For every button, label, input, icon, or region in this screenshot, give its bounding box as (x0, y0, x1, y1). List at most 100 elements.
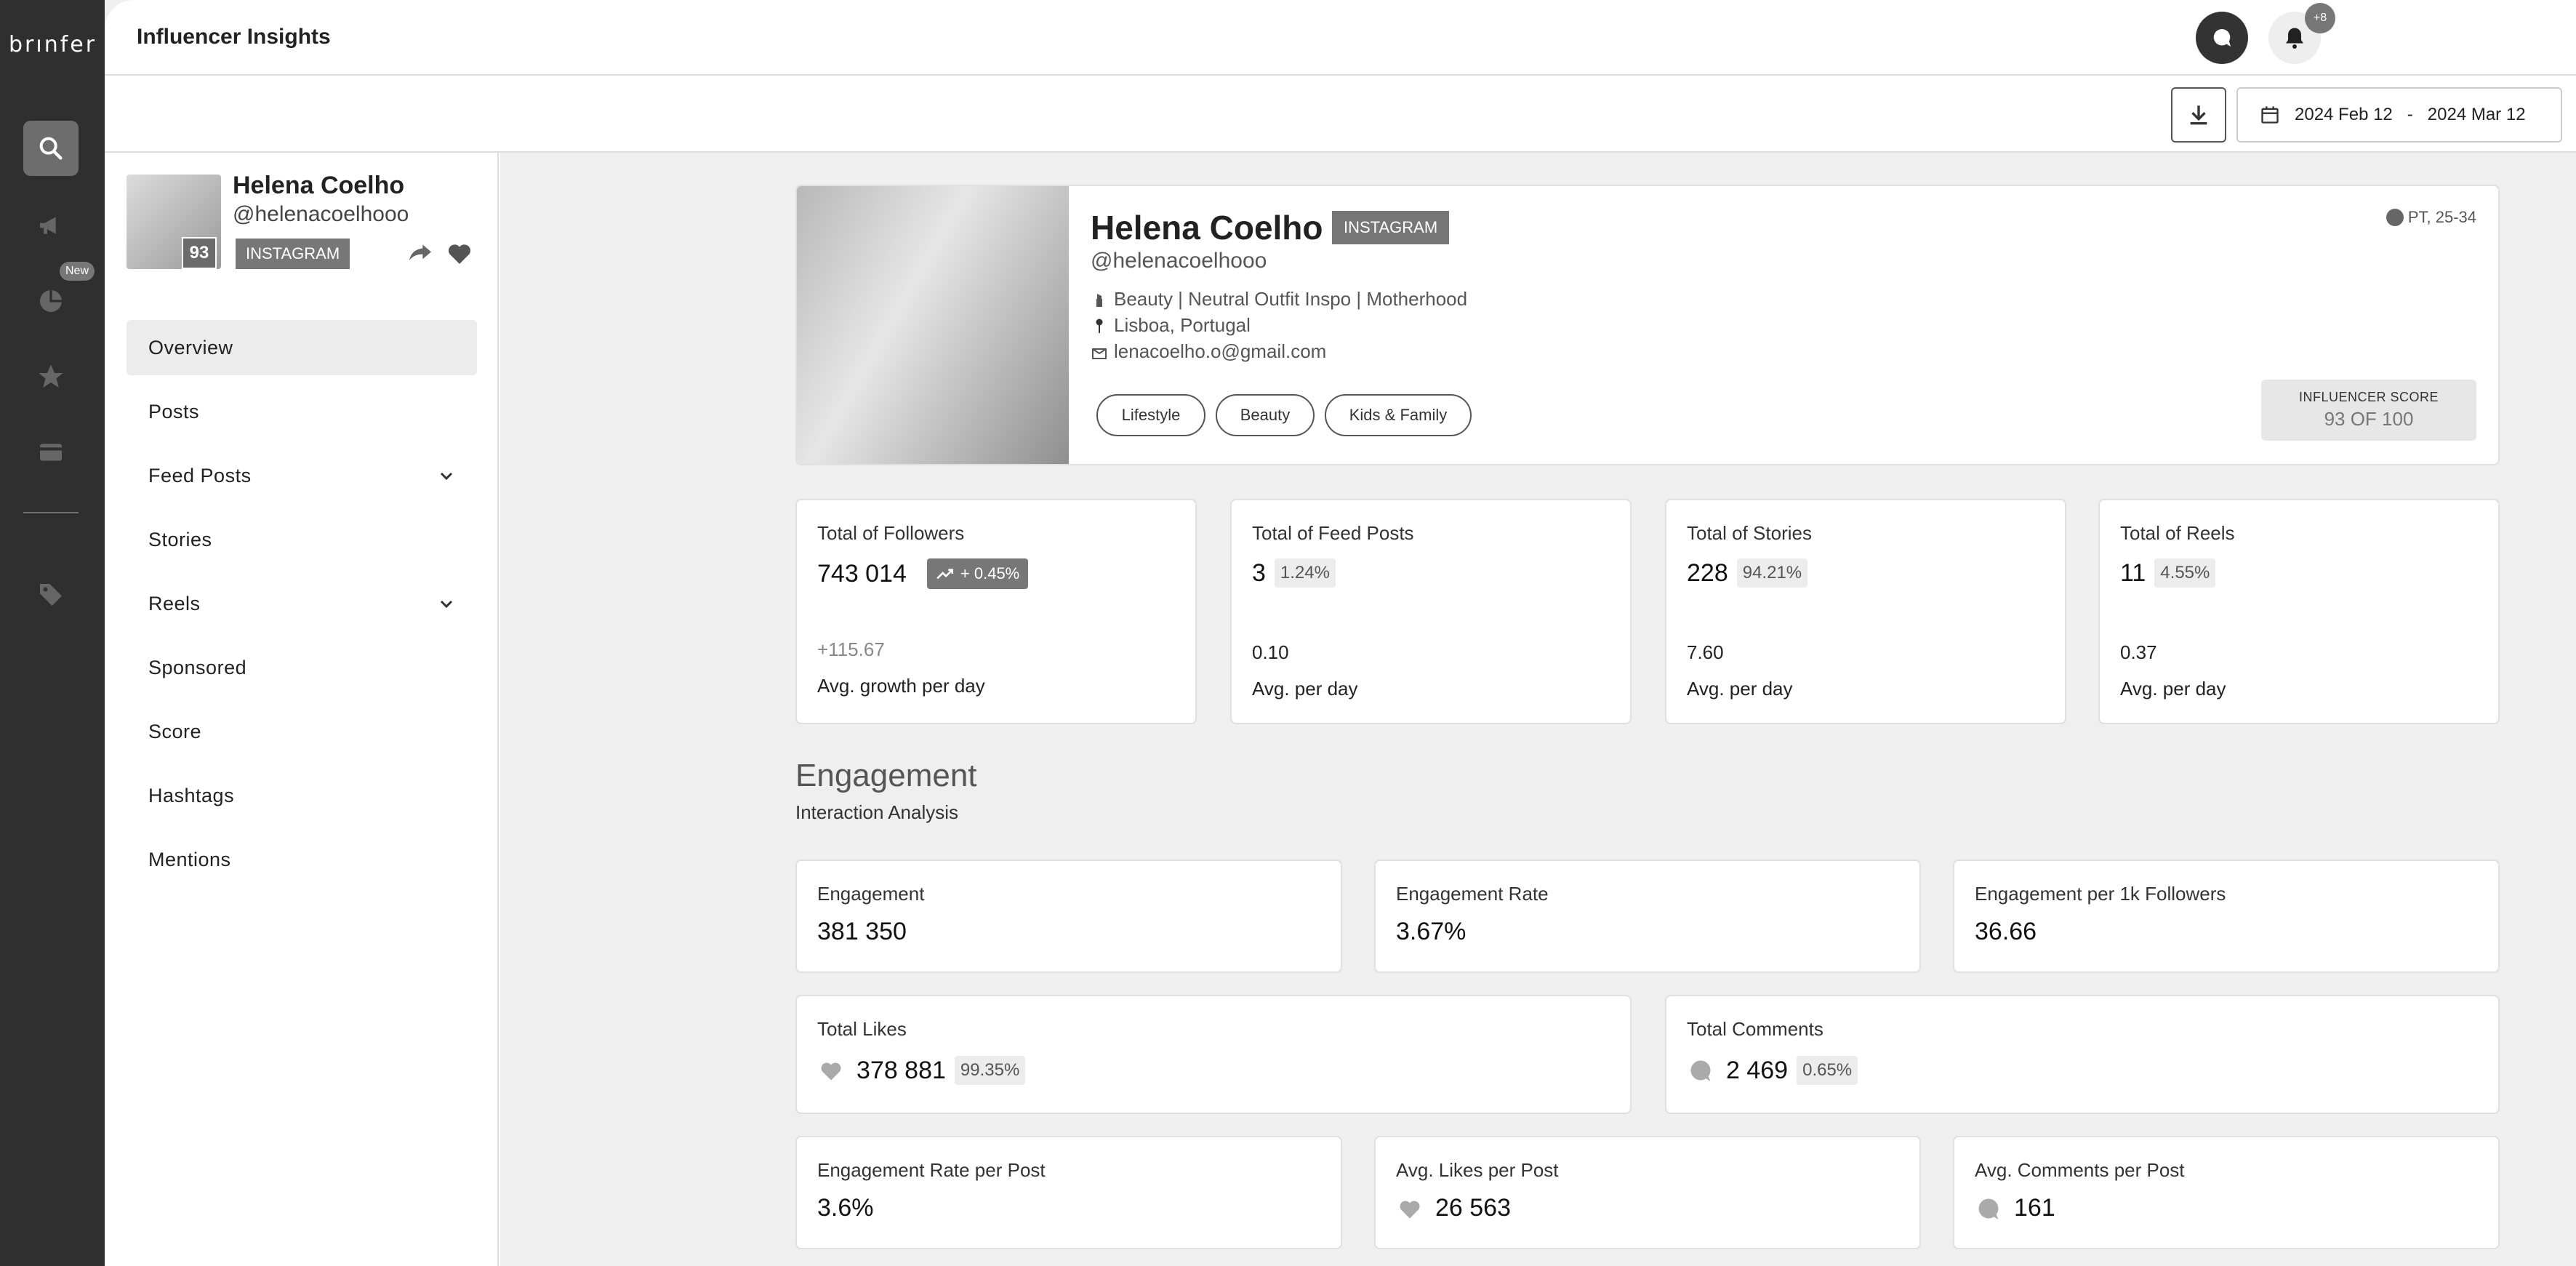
metric-card-engagement-rate: Engagement Rate 3.67% (1374, 860, 1921, 973)
download-button[interactable] (2171, 87, 2226, 143)
left-rail: brınfer New (0, 0, 105, 1266)
metric-number: 26 563 (1435, 1194, 1511, 1222)
section-subtitle: Interaction Analysis (795, 801, 959, 823)
nav-label: Score (148, 720, 202, 742)
nav-reels[interactable]: Reels (127, 576, 477, 631)
chevron-down-icon (440, 472, 453, 481)
stat-label: Total of Reels (2120, 522, 2235, 544)
flag-icon (2386, 209, 2404, 226)
tag-chip[interactable]: Kids & Family (1325, 394, 1472, 436)
campaigns-button[interactable] (23, 198, 79, 253)
megaphone-icon (40, 217, 56, 234)
hero-name: Helena Coelho (1091, 209, 1323, 247)
nav-mentions[interactable]: Mentions (127, 832, 477, 887)
nav-overview[interactable]: Overview (127, 320, 477, 375)
stat-sub-value: 7.60 (1687, 641, 1724, 663)
date-to: 2024 Mar 12 (2427, 105, 2526, 124)
comment-icon (1690, 1060, 1711, 1081)
stat-label: Total of Feed Posts (1252, 522, 1414, 544)
heart-icon (821, 1062, 841, 1081)
stat-label: Total of Followers (817, 522, 965, 544)
nav-sponsored[interactable]: Sponsored (127, 640, 477, 695)
favorites-button[interactable] (23, 349, 79, 404)
stat-number: 3 (1252, 558, 1266, 587)
hero-platform-badge: INSTAGRAM (1332, 211, 1450, 244)
metric-number: 2 469 (1726, 1056, 1789, 1084)
audience-text: PT, 25-34 (2407, 208, 2476, 226)
influencer-score-box: INFLUENCER SCORE 93 OF 100 (2261, 380, 2476, 441)
stat-value: 743 014 + 0.45% (817, 558, 1029, 589)
location-pin-icon (1096, 318, 1103, 333)
chat-button[interactable] (2196, 12, 2248, 64)
stat-value: 11 4.55% (2120, 558, 2216, 588)
billing-button[interactable] (23, 425, 79, 480)
nav-posts[interactable]: Posts (127, 384, 477, 439)
comment-icon (1978, 1198, 1999, 1219)
platform-badge: INSTAGRAM (236, 239, 350, 269)
nav-stories[interactable]: Stories (127, 512, 477, 567)
email-text[interactable]: lenacoelho.o@gmail.com (1114, 340, 1327, 362)
stat-number: 228 (1687, 558, 1728, 587)
stat-sub-label: Avg. per day (1687, 678, 1793, 700)
hero-categories: Beauty | Neutral Outfit Inspo | Motherho… (1091, 288, 1467, 311)
metric-value: 2 469 0.65% (1687, 1056, 1858, 1085)
metric-card-avg-likes-per-post: Avg. Likes per Post 26 563 (1374, 1136, 1921, 1249)
growth-badge: + 0.45% (926, 558, 1029, 589)
top-bar: Influencer Insights +8 (105, 0, 2576, 76)
nav-score[interactable]: Score (127, 704, 477, 759)
mail-icon (1092, 348, 1107, 359)
avatar-score-badge: 93 (182, 237, 217, 269)
stat-sub-value: 0.10 (1252, 641, 1289, 663)
tag-icon (40, 584, 62, 606)
stat-sub-value: +115.67 (817, 638, 885, 660)
rail-divider (23, 512, 79, 513)
metric-card-engagement-per-1k: Engagement per 1k Followers 36.66 (1953, 860, 2500, 973)
stat-sub-label: Avg. growth per day (817, 675, 985, 697)
chevron-down-icon (440, 600, 453, 609)
hero-email: lenacoelho.o@gmail.com (1091, 340, 1326, 363)
metric-label: Engagement Rate (1396, 883, 1549, 905)
percent-badge: 4.55% (2154, 558, 2216, 588)
pie-chart-icon (40, 290, 62, 312)
date-range-picker[interactable]: 2024 Feb 12 - 2024 Mar 12 (2236, 87, 2562, 143)
nav-hashtags[interactable]: Hashtags (127, 768, 477, 823)
metric-label: Avg. Likes per Post (1396, 1159, 1559, 1181)
tag-chip[interactable]: Lifestyle (1096, 394, 1205, 436)
bell-icon (2286, 28, 2303, 49)
tag-chip[interactable]: Beauty (1216, 394, 1315, 436)
nav-feed-posts[interactable]: Feed Posts (127, 448, 477, 503)
metric-label: Engagement (817, 883, 925, 905)
analytics-button[interactable] (23, 273, 79, 329)
brand-logo[interactable]: brınfer (9, 32, 97, 57)
profile-photo (797, 186, 1069, 464)
stat-card-reels: Total of Reels 11 4.55% 0.37 Avg. per da… (2098, 499, 2500, 724)
metric-label: Total Likes (817, 1018, 907, 1040)
tags-button[interactable] (23, 567, 79, 622)
lipstick-icon (1096, 293, 1102, 307)
stat-value: 3 1.24% (1252, 558, 1336, 588)
metric-value: 381 350 (817, 918, 907, 945)
heart-icon (1400, 1201, 1420, 1218)
heart-icon[interactable] (445, 239, 474, 268)
nav-label: Reels (148, 592, 201, 614)
nav-label: Mentions (148, 848, 231, 870)
nav-label: Overview (148, 336, 233, 358)
stat-label: Total of Stories (1687, 522, 1812, 544)
stat-card-feed-posts: Total of Feed Posts 3 1.24% 0.10 Avg. pe… (1230, 499, 1632, 724)
search-button[interactable] (23, 121, 79, 176)
main-panel: Influencer Insights +8 2024 Feb 12 - 202… (105, 0, 2576, 1266)
calendar-icon (2261, 106, 2279, 124)
growth-text: + 0.45% (960, 564, 1020, 582)
nav-label: Stories (148, 528, 212, 550)
profile-name: Helena Coelho (233, 172, 405, 199)
stat-sub-label: Avg. per day (2120, 678, 2226, 700)
audience-info: PT, 25-34 (2386, 208, 2476, 227)
section-title: Engagement (795, 758, 977, 793)
metric-value: 26 563 (1396, 1194, 1511, 1222)
date-from: 2024 Feb 12 (2295, 105, 2393, 124)
content-area: Helena Coelho INSTAGRAM @helenacoelhooo … (500, 153, 2576, 1266)
share-icon[interactable] (406, 239, 435, 268)
nav-label: Feed Posts (148, 464, 252, 486)
download-icon (2190, 105, 2207, 125)
profile-hero-card: Helena Coelho INSTAGRAM @helenacoelhooo … (795, 185, 2500, 465)
